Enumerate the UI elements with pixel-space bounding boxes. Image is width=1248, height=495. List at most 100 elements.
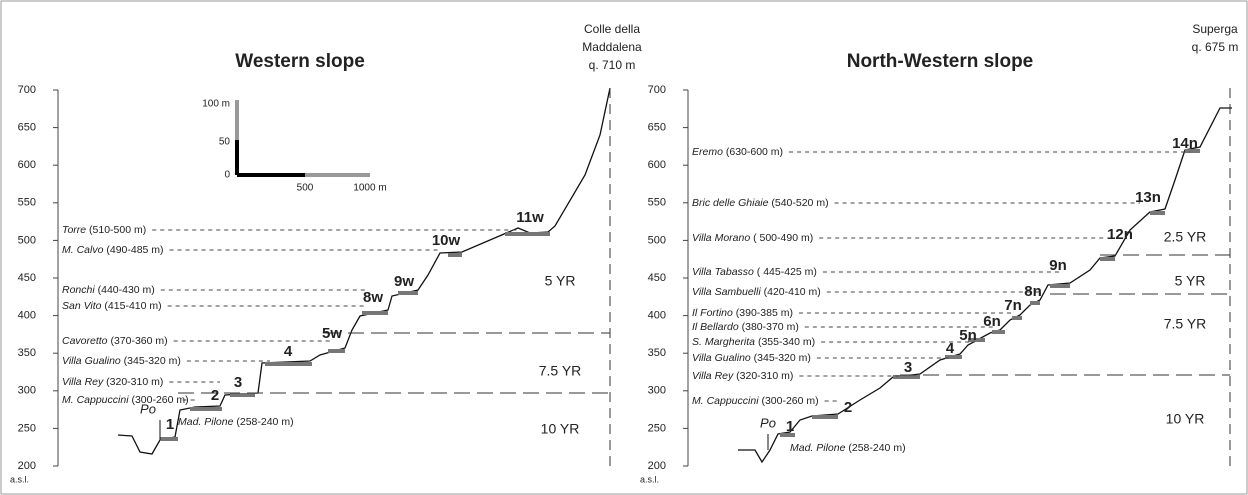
terrace-number: 9n — [1049, 257, 1067, 274]
y-tick-label: 600 — [648, 159, 666, 171]
summit-label: q. 710 m — [589, 58, 636, 72]
y-tick-label: 450 — [18, 272, 36, 284]
place-label: M. Calvo (490-485 m) — [62, 244, 164, 256]
y-tick-label: 200 — [18, 460, 36, 472]
place-label: Villa Morano ( 500-490 m) — [692, 232, 813, 244]
place-label: Villa Sambuelli (420-410 m) — [692, 286, 821, 298]
place-range: ( 500-490 m) — [750, 232, 813, 244]
terrace-number: 12n — [1107, 226, 1133, 243]
place-name: Mad. Pilone — [790, 442, 846, 454]
summit-label: Maddalena — [582, 40, 642, 54]
place-range: (420-410 m) — [761, 286, 821, 298]
place-label: Bric delle Ghiaie (540-520 m) — [692, 197, 829, 209]
place-label: Villa Rey (320-310 m) — [62, 376, 163, 388]
place-name: Villa Sambuelli — [692, 286, 761, 298]
terrace-number: 5n — [959, 327, 977, 344]
scale-label: 50 — [219, 137, 231, 148]
place-range: (440-430 m) — [95, 284, 155, 296]
terrace-number: 3 — [904, 359, 912, 376]
place-range: (345-320 m) — [121, 355, 181, 367]
place-name: Mad. Pilone — [178, 416, 234, 428]
place-range: (300-260 m) — [129, 394, 189, 406]
place-range: (258-240 m) — [233, 416, 293, 428]
terrace-number: 2 — [844, 399, 852, 416]
place-name: Ronchi — [62, 284, 95, 296]
color-zone: 2.5 YR — [1164, 229, 1207, 245]
color-zone: 10 YR — [541, 421, 580, 437]
y-tick-label: 400 — [18, 310, 36, 322]
place-label: Eremo (630-600 m) — [692, 146, 783, 158]
y-tick-label: 300 — [648, 385, 666, 397]
place-range: (630-600 m) — [723, 146, 783, 158]
place-range: (490-485 m) — [103, 244, 163, 256]
y-tick-label: 500 — [648, 234, 666, 246]
place-label: Torre (510-500 m) — [62, 224, 146, 236]
place-name: M. Cappuccini — [692, 395, 759, 407]
color-zone: 5 YR — [1175, 273, 1206, 289]
y-tick-label: 350 — [18, 347, 36, 359]
place-label: Villa Gualino (345-320 m) — [62, 355, 181, 367]
place-range: (415-410 m) — [102, 300, 162, 312]
axis-unit: a.s.l. — [640, 474, 659, 484]
river-label: Po — [140, 401, 156, 416]
y-tick-label: 550 — [648, 197, 666, 209]
place-range: ( 445-425 m) — [754, 266, 817, 278]
place-label: Mad. Pilone (258-240 m) — [790, 442, 906, 454]
y-tick-label: 650 — [648, 122, 666, 134]
place-name: Villa Rey — [62, 376, 104, 388]
place-name: Villa Gualino — [692, 352, 751, 364]
terrace-number: 5w — [322, 325, 342, 342]
scale-label: 500 — [297, 183, 314, 194]
y-tick-label: 250 — [18, 422, 36, 434]
terrace-number: 7n — [1004, 297, 1022, 314]
place-range: (510-500 m) — [86, 224, 146, 236]
place-range: (345-320 m) — [751, 352, 811, 364]
place-range: (540-520 m) — [768, 197, 828, 209]
y-tick-label: 250 — [648, 422, 666, 434]
y-tick-label: 700 — [648, 84, 666, 96]
place-name: Cavoretto — [62, 335, 108, 347]
place-name: Torre — [62, 224, 86, 236]
place-range: (390-385 m) — [733, 307, 793, 319]
y-tick-label: 350 — [648, 347, 666, 359]
color-zone: 10 YR — [1166, 411, 1205, 427]
terrace-number: 13n — [1135, 189, 1161, 206]
place-label: Villa Rey (320-310 m) — [692, 370, 793, 382]
place-label: Villa Gualino (345-320 m) — [692, 352, 811, 364]
place-range: (320-310 m) — [103, 376, 163, 388]
y-tick-label: 700 — [18, 84, 36, 96]
place-name: M. Calvo — [62, 244, 104, 256]
place-label: Villa Tabasso ( 445-425 m) — [692, 266, 817, 278]
summit-label: Superga — [1192, 22, 1238, 36]
terrace-number: 4 — [946, 340, 955, 357]
place-name: Villa Rey — [692, 370, 734, 382]
place-name: Villa Morano — [692, 232, 750, 244]
terrace-number: 1 — [786, 418, 794, 435]
terrace-number: 3 — [234, 374, 242, 391]
place-label: M. Cappuccini (300-260 m) — [692, 395, 819, 407]
place-range: (380-370 m) — [739, 321, 799, 333]
terrace-number: 9w — [394, 273, 414, 290]
place-name: Il Bellardo — [692, 321, 739, 333]
place-range: (320-310 m) — [733, 370, 793, 382]
terrace-number: 11w — [516, 209, 544, 226]
river-label: Po — [760, 415, 776, 430]
y-tick-label: 300 — [18, 385, 36, 397]
place-name: Eremo — [692, 146, 723, 158]
y-tick-label: 600 — [18, 159, 36, 171]
place-name: Villa Gualino — [62, 355, 121, 367]
place-label: Mad. Pilone (258-240 m) — [178, 416, 294, 428]
color-zone: 7.5 YR — [539, 363, 582, 379]
place-range: (355-340 m) — [755, 336, 815, 348]
panel-title: Western slope — [235, 51, 365, 72]
place-label: Il Fortino (390-385 m) — [692, 307, 793, 319]
y-tick-label: 500 — [18, 234, 36, 246]
place-name: S. Margherita — [692, 336, 755, 348]
y-tick-label: 450 — [648, 272, 666, 284]
summit-label: q. 675 m — [1192, 40, 1239, 54]
place-range: (258-240 m) — [845, 442, 905, 454]
place-label: Il Bellardo (380-370 m) — [692, 321, 799, 333]
terrace-number: 10w — [432, 232, 461, 249]
